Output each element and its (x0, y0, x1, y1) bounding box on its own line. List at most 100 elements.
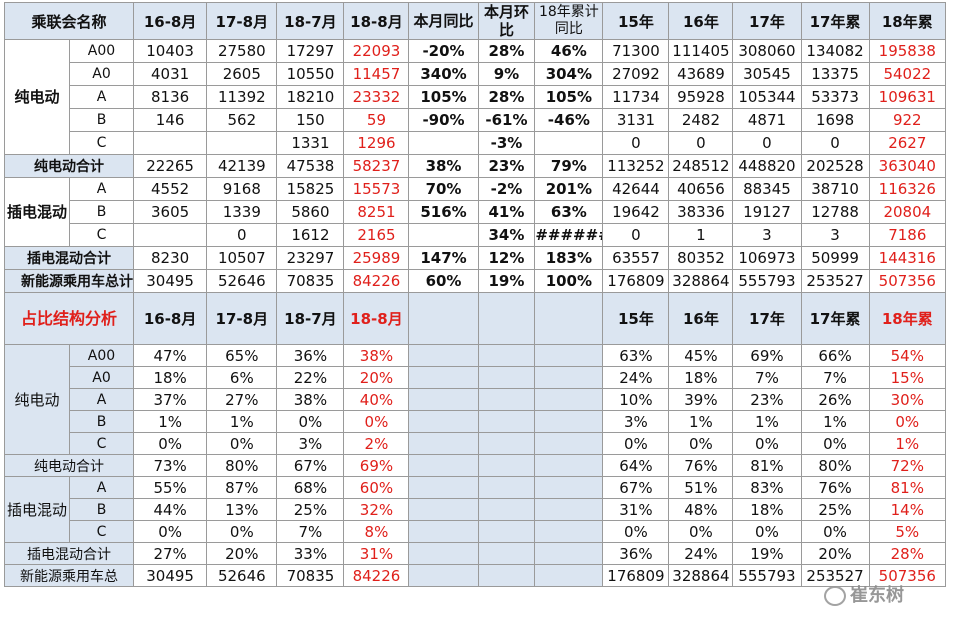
value-cell: 80% (206, 454, 278, 477)
empty-cell (408, 564, 479, 587)
share-pure-ev-row: A 37% 27% 38% 40% 10% 39% 23% 26% 30% (5, 388, 947, 411)
value-cell: 20% (800, 542, 870, 565)
value-cell: 80% (800, 454, 870, 477)
value-cell: 176809 (602, 269, 670, 293)
wechat-icon (824, 586, 846, 606)
value-cell: 134082 (800, 39, 870, 63)
col-header: 本月环比 (477, 2, 536, 40)
value-cell: -90% (408, 108, 479, 132)
col-header-text: 18年累计同比 (538, 4, 599, 37)
value-cell: 18% (668, 366, 734, 389)
value-cell: 340% (408, 62, 479, 86)
value-cell: 4871 (732, 108, 802, 132)
value-cell: 8136 (132, 85, 208, 109)
empty-cell (477, 366, 536, 389)
value-cell: 22093 (343, 39, 410, 63)
value-cell: 3% (602, 410, 670, 433)
sub-class: C (69, 131, 134, 155)
value-cell: 516% (408, 200, 479, 224)
value-cell: 1296 (343, 131, 410, 155)
value-cell: 146 (132, 108, 208, 132)
value-cell: 40% (343, 388, 410, 411)
phev-total-label: 插电混动合计 (4, 542, 134, 565)
nev-total-row: 新能源乘用车总计 30495 52646 70835 84226 60% 19% 100% 17… (4, 269, 947, 293)
value-cell: 53373 (800, 85, 870, 109)
col-header: 17年 (732, 292, 802, 345)
value-cell: 0% (732, 520, 802, 543)
value-cell: 304% (534, 62, 604, 86)
sub-class: B (69, 108, 134, 132)
value-cell: 30495 (132, 269, 208, 293)
name-col-header: 乘联会名称 (4, 2, 134, 40)
share-pure-ev-row: C 0% 0% 3% 2% 0% 0% 0% 0% 1% (5, 432, 947, 455)
value-cell: 60% (343, 476, 410, 499)
value-cell: 54% (868, 344, 947, 367)
value-cell: 34% (477, 223, 536, 247)
value-cell: 17297 (276, 39, 345, 63)
value-cell: 562 (206, 108, 278, 132)
value-cell: 25989 (343, 246, 410, 270)
sub-class: A00 (69, 39, 134, 63)
value-cell (408, 223, 479, 247)
value-cell: 63% (602, 344, 670, 367)
nev-sales-table: 乘联会名称 16-8月 17-8月 18-7月 18-8月 本月同比 本月环比 … (4, 2, 947, 587)
col-header (477, 292, 536, 345)
value-cell: 2627 (868, 131, 947, 155)
value-cell: 105% (534, 85, 604, 109)
value-cell: 144316 (868, 246, 947, 270)
value-cell: 19642 (602, 200, 670, 224)
share-pure-ev-row: A0 18% 6% 22% 20% 24% 18% 7% 7% 15% (5, 366, 947, 389)
group-label-phev: 插电混动 (4, 177, 70, 247)
value-cell: 10% (602, 388, 670, 411)
value-cell (132, 223, 208, 247)
value-cell: 3 (800, 223, 870, 247)
pure-ev-total-label: 纯电动合计 (4, 454, 134, 477)
value-cell: 555793 (732, 269, 802, 293)
value-cell: 1% (868, 432, 947, 455)
value-cell: 0 (602, 131, 670, 155)
value-cell: 1698 (800, 108, 870, 132)
value-cell: 1% (800, 410, 870, 433)
empty-cell (534, 366, 604, 389)
value-cell: 9168 (206, 177, 278, 201)
value-cell: 79% (534, 154, 604, 178)
value-cell: 116326 (868, 177, 947, 201)
value-cell: 147% (408, 246, 479, 270)
value-cell: -46% (534, 108, 604, 132)
value-cell: 0% (132, 432, 208, 455)
value-cell: 150 (276, 108, 345, 132)
value-cell: 4031 (132, 62, 208, 86)
value-cell: 14% (868, 498, 947, 521)
value-cell: 41% (477, 200, 536, 224)
empty-cell (408, 454, 479, 477)
value-cell: 76% (668, 454, 734, 477)
value-cell: 38710 (800, 177, 870, 201)
value-cell: 11392 (206, 85, 278, 109)
sub-class: B (69, 498, 134, 521)
value-cell: 201% (534, 177, 604, 201)
value-cell: 10507 (206, 246, 278, 270)
empty-cell (534, 344, 604, 367)
value-cell: 18210 (276, 85, 345, 109)
col-header: 18年累计同比 (534, 2, 604, 40)
value-cell: 60% (408, 269, 479, 293)
value-cell: 70835 (276, 269, 345, 293)
share-phev-row: B 44% 13% 25% 32% 31% 48% 18% 25% 14% (5, 498, 947, 521)
col-header (408, 292, 479, 345)
sub-class: A (69, 85, 134, 109)
sub-class: C (69, 520, 134, 543)
value-cell: 68% (276, 476, 345, 499)
value-cell: 30495 (132, 564, 208, 587)
sub-class: B (69, 410, 134, 433)
col-header: 16-8月 (132, 2, 208, 40)
value-cell (534, 131, 604, 155)
col-header-text: 本月环比 (483, 3, 529, 39)
value-cell: 8251 (343, 200, 410, 224)
value-cell: 23297 (276, 246, 345, 270)
value-cell: 12788 (800, 200, 870, 224)
nev-total-label: 新能源乘用车总计 (4, 269, 134, 293)
pure-ev-total-row: 纯电动合计 22265 42139 47538 58237 38% 23% 79% 113252… (4, 154, 947, 178)
value-cell: 2605 (206, 62, 278, 86)
value-cell: 1% (132, 410, 208, 433)
value-cell: 58237 (343, 154, 410, 178)
